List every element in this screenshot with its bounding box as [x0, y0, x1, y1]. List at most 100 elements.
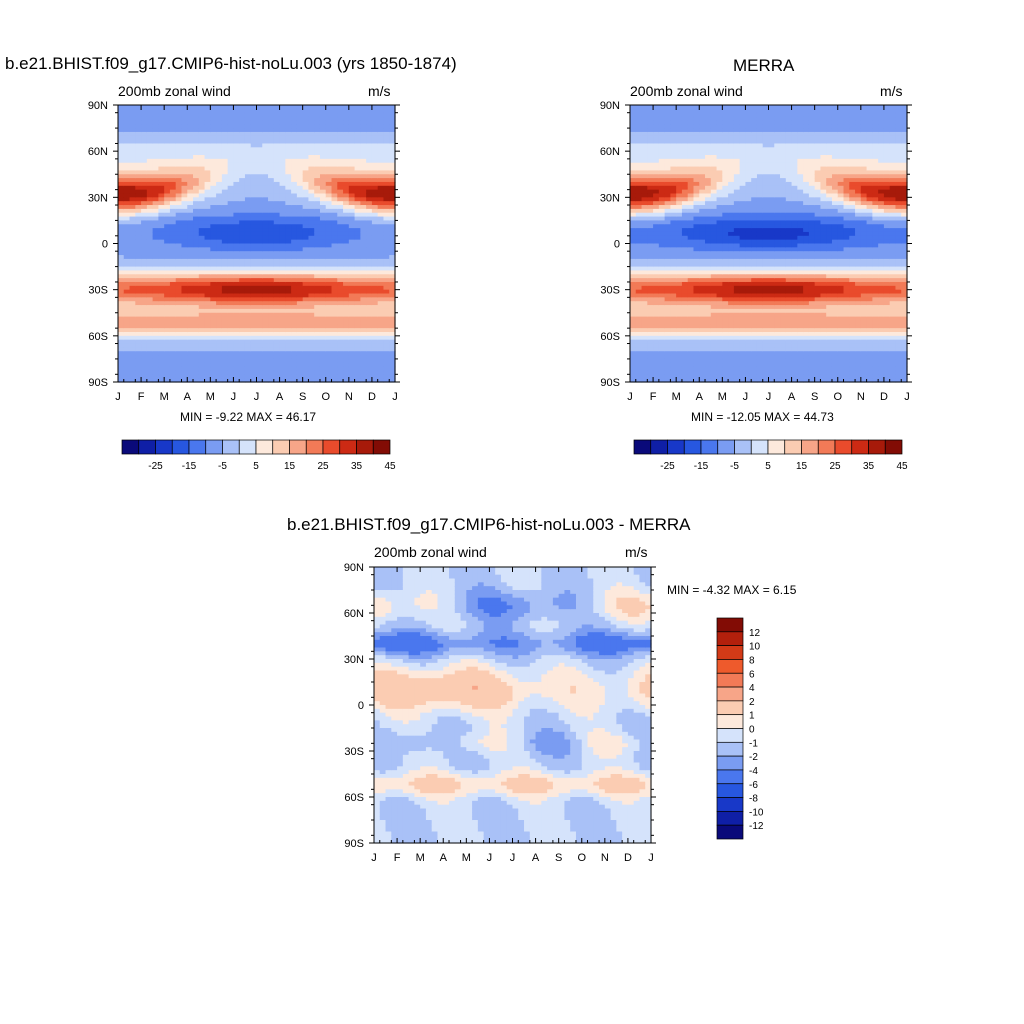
- heat-cell: [141, 266, 148, 272]
- heat-cell: [141, 255, 148, 260]
- heat-cell: [658, 197, 666, 202]
- heat-cell: [123, 289, 131, 295]
- heat-cell: [210, 228, 217, 233]
- heat-cell: [670, 228, 677, 233]
- heat-cell: [296, 305, 304, 310]
- heat-cell: [239, 378, 246, 383]
- heat-cell: [239, 120, 246, 125]
- heat-cell: [146, 205, 154, 210]
- heat-cell: [360, 278, 367, 283]
- heat-cell: [285, 312, 292, 318]
- heat-cell: [389, 131, 396, 137]
- heat-cell: [146, 235, 154, 241]
- heat-cell: [198, 166, 206, 172]
- heat-cell: [728, 193, 735, 198]
- heat-cell: [123, 166, 131, 172]
- heat-cell: [377, 328, 385, 333]
- heat-cell: [681, 197, 689, 202]
- heat-cell: [279, 324, 286, 329]
- heat-cell: [653, 258, 660, 264]
- heat-cell: [670, 243, 677, 248]
- heat-cell: [722, 312, 729, 318]
- heat-cell: [233, 351, 240, 356]
- heat-cell: [337, 366, 344, 372]
- heat-cell: [705, 301, 712, 306]
- heat-cell: [158, 335, 165, 341]
- heat-cell: [285, 270, 292, 275]
- heat-cell: [158, 278, 165, 283]
- heat-cell: [360, 205, 367, 210]
- heat-cell: [268, 143, 275, 148]
- heat-cell: [641, 370, 648, 375]
- heat-cell: [670, 112, 677, 118]
- heat-cell: [377, 120, 385, 125]
- heat-cell: [204, 243, 211, 248]
- heat-cell: [239, 155, 246, 160]
- heat-cell: [630, 312, 637, 318]
- heat-cell: [635, 324, 643, 329]
- heat-cell: [319, 224, 327, 229]
- heat-cell: [383, 281, 390, 287]
- y-tick-label: 60N: [88, 146, 108, 158]
- heat-cell: [210, 312, 217, 318]
- heat-cell: [371, 258, 379, 264]
- heat-cell: [291, 247, 298, 252]
- heat-cell: [244, 278, 252, 283]
- heat-cell: [227, 339, 235, 345]
- heat-cell: [250, 343, 258, 348]
- heat-cell: [389, 228, 396, 233]
- heat-cell: [664, 166, 671, 172]
- heat-cell: [135, 374, 142, 379]
- heat-cell: [118, 243, 125, 248]
- heat-cell: [377, 270, 385, 275]
- heat-cell: [250, 185, 258, 191]
- heat-cell: [256, 193, 263, 198]
- heat-cell: [635, 308, 643, 314]
- heat-cell: [308, 270, 315, 275]
- heat-cell: [273, 324, 281, 329]
- heat-cell: [670, 251, 677, 256]
- heat-cell: [331, 147, 338, 152]
- heat-cell: [377, 339, 385, 345]
- heat-cell: [343, 301, 350, 306]
- heat-cell: [198, 235, 206, 241]
- heat-cell: [164, 201, 171, 206]
- heat-cell: [204, 320, 211, 325]
- heat-cell: [239, 124, 246, 129]
- heat-cell: [371, 193, 379, 198]
- heat-cell: [377, 262, 385, 268]
- heat-cell: [193, 231, 200, 237]
- heat-cell: [687, 358, 695, 364]
- heat-cell: [239, 324, 246, 329]
- heat-cell: [325, 366, 333, 372]
- heat-cell: [653, 347, 660, 352]
- heat-cell: [630, 251, 637, 256]
- heat-cell: [676, 185, 683, 191]
- heat-cell: [687, 228, 695, 233]
- heat-cell: [291, 378, 298, 383]
- heat-cell: [198, 243, 206, 248]
- heat-cell: [175, 224, 183, 229]
- heat-cell: [262, 112, 269, 118]
- heat-cell: [676, 139, 683, 145]
- heat-cell: [647, 378, 654, 383]
- heat-cell: [291, 285, 298, 291]
- heat-cell: [383, 347, 390, 352]
- heat-cell: [343, 228, 350, 233]
- heat-cell: [146, 143, 154, 148]
- heat-cell: [146, 147, 154, 152]
- heat-cell: [291, 235, 298, 241]
- heat-cell: [256, 255, 263, 260]
- heat-cell: [146, 220, 154, 225]
- heat-cell: [279, 266, 286, 272]
- heat-cell: [175, 155, 183, 160]
- heat-cell: [279, 328, 286, 333]
- heat-cell: [389, 193, 396, 198]
- heat-cell: [331, 266, 338, 272]
- heat-cell: [687, 243, 695, 248]
- heat-cell: [227, 131, 235, 137]
- heat-cell: [118, 331, 125, 337]
- heat-cell: [198, 201, 206, 206]
- heat-cell: [135, 297, 142, 302]
- heat-cell: [141, 178, 148, 183]
